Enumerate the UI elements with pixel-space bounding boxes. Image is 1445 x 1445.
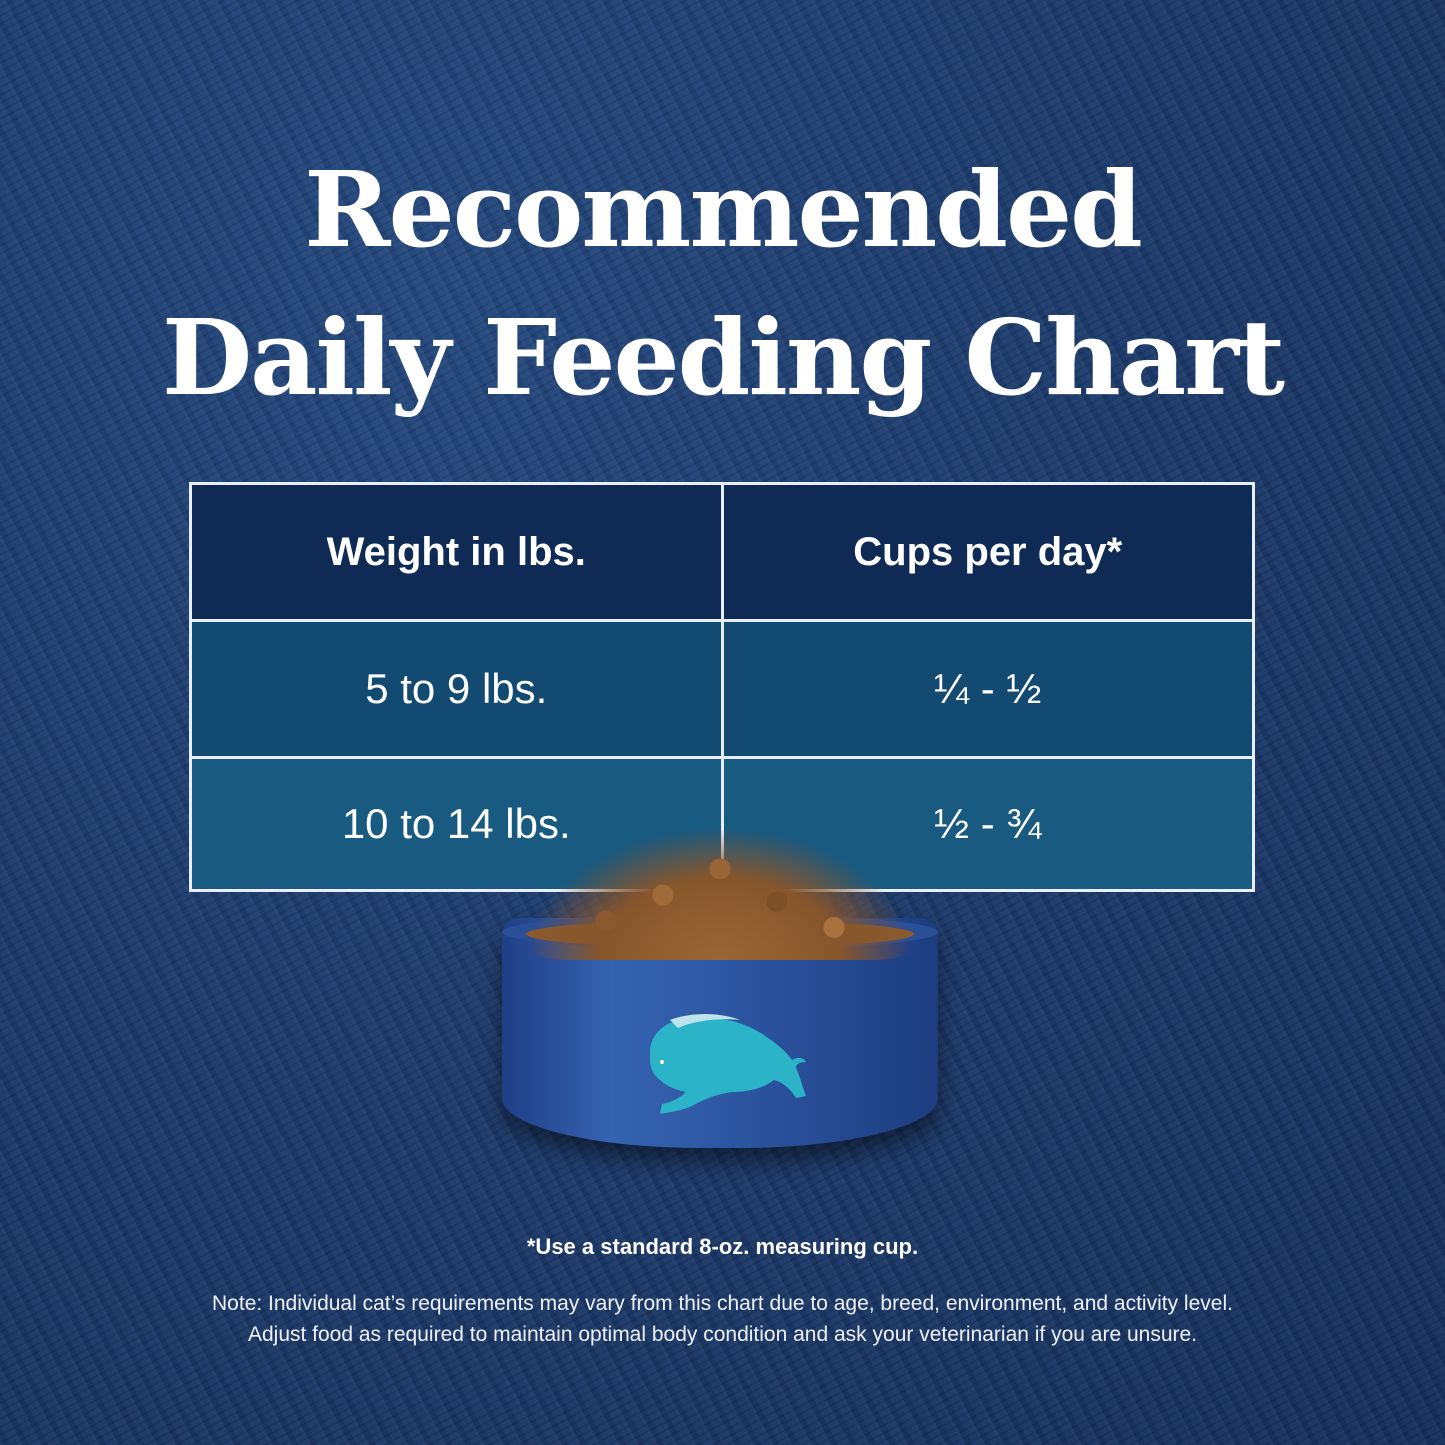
footnote: *Use a standard 8-oz. measuring cup. [526,1234,919,1259]
row1-cups: ¼ - ½ [723,622,1252,756]
note-line-2: Adjust food as required to maintain opti… [247,1323,1198,1346]
header-weight: Weight in lbs. [192,485,721,619]
header-cups: Cups per day* [723,485,1252,619]
note-line-1: Note: Individual cat’s requirements may … [212,1292,1233,1315]
row2-cups: ½ - ¾ [723,759,1252,889]
feeding-table: Weight in lbs. Cups per day* 5 to 9 lbs.… [189,482,1255,892]
title-line-1: Recommended [304,148,1143,271]
title-line-2: Daily Feeding Chart [161,296,1285,419]
bison-logo-icon [650,1014,806,1114]
food-bowl-image [490,830,950,1170]
kibble-pile [530,830,910,960]
row1-weight: 5 to 9 lbs. [192,622,721,756]
